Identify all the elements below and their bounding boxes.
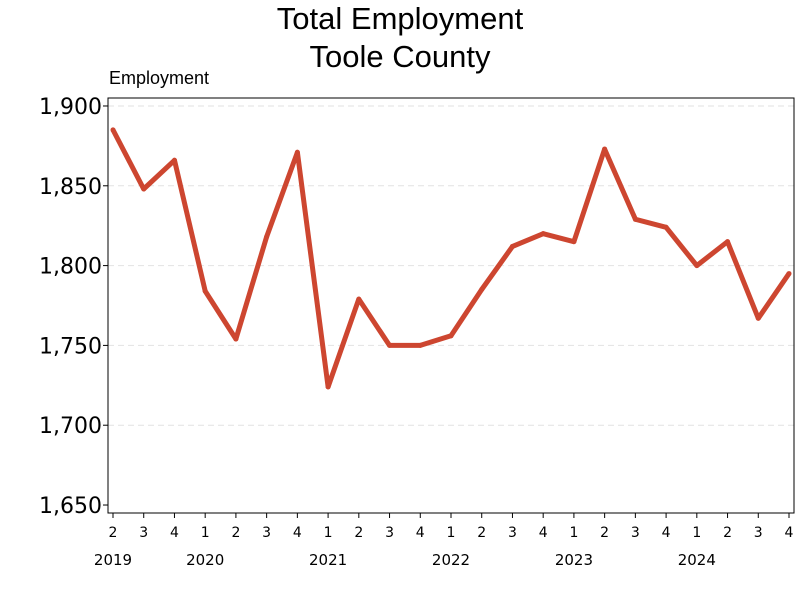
x-tick-label: 1 [447, 525, 456, 541]
data-point [540, 231, 546, 237]
data-point [264, 234, 270, 240]
x-year-label: 2020 [186, 551, 224, 569]
axis-ticks: 1,650 1,700 1,750 1,800 1,850 1,900 2 3 4 1 2 3 4 1 2 3… [39, 95, 794, 569]
x-tick-label: 3 [385, 525, 394, 541]
x-tick-label: 4 [416, 525, 425, 541]
x-tick-label: 2 [109, 525, 118, 541]
y-tick-label: 1,800 [39, 255, 102, 280]
data-point [387, 342, 393, 348]
x-tick-label: 4 [662, 525, 671, 541]
chart-title-line-1: Total Employment [276, 1, 524, 36]
x-tick-label: 4 [293, 525, 302, 541]
data-point [171, 157, 177, 163]
x-tick-label: 4 [170, 525, 179, 541]
data-point [694, 263, 700, 269]
x-tick-label: 3 [754, 525, 763, 541]
x-tick-label: 3 [262, 525, 271, 541]
data-point [755, 315, 761, 321]
data-point [202, 288, 208, 294]
data-point [325, 384, 331, 390]
data-point [663, 224, 669, 230]
y-tick-label: 1,900 [39, 95, 102, 120]
x-tick-label: 1 [692, 525, 701, 541]
data-point [602, 146, 608, 152]
plot-area-frame [107, 97, 795, 514]
data-point [725, 239, 731, 245]
x-tick-label: 4 [785, 525, 794, 541]
data-point [479, 287, 485, 293]
x-tick-label: 1 [569, 525, 578, 541]
data-point [448, 333, 454, 339]
y-tick-label: 1,750 [39, 334, 102, 359]
x-year-label: 2021 [309, 551, 347, 569]
y-tick-label: 1,650 [39, 494, 102, 519]
x-year-label: 2023 [555, 551, 593, 569]
chart-title-line-2: Toole County [309, 39, 491, 74]
data-point [571, 239, 577, 245]
x-tick-label: 3 [139, 525, 148, 541]
x-tick-label: 4 [539, 525, 548, 541]
x-year-label: 2019 [94, 551, 132, 569]
data-point [417, 342, 423, 348]
x-tick-label: 2 [723, 525, 732, 541]
y-axis-label: Employment [109, 68, 210, 88]
x-year-label: 2022 [432, 551, 470, 569]
series-employment [110, 127, 792, 390]
series-line [110, 128, 792, 390]
x-year-label: 2024 [678, 551, 716, 569]
y-tick-label: 1,850 [39, 175, 102, 200]
data-point [356, 296, 362, 302]
data-point [509, 243, 515, 249]
gridlines [108, 105, 794, 426]
x-tick-label: 2 [354, 525, 363, 541]
x-tick-label: 1 [201, 525, 210, 541]
data-point [632, 216, 638, 222]
x-tick-label: 1 [324, 525, 333, 541]
x-tick-label: 3 [631, 525, 640, 541]
data-point [233, 336, 239, 342]
data-point [294, 149, 300, 155]
y-tick-label: 1,700 [39, 414, 102, 439]
x-tick-label: 2 [231, 525, 240, 541]
data-point [110, 127, 116, 133]
x-tick-label: 3 [508, 525, 517, 541]
x-tick-label: 2 [600, 525, 609, 541]
x-tick-label: 2 [477, 525, 486, 541]
data-point [141, 186, 147, 192]
data-point [786, 271, 792, 277]
